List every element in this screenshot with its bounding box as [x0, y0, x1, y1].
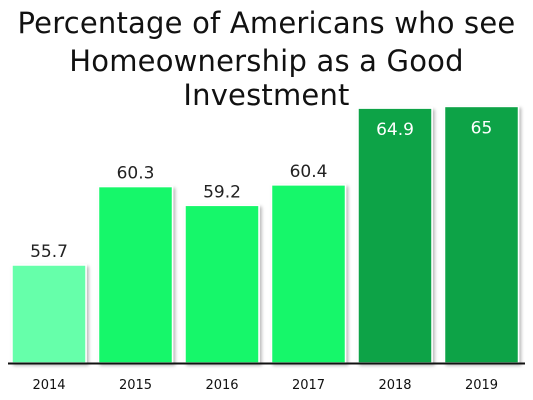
x-tick-label-2015: 2015: [119, 378, 152, 393]
chart-title-line-2: Homeownership as a Good Investment: [69, 44, 464, 112]
bar-2015: [97, 185, 174, 364]
value-label-2016: 59.2: [203, 182, 241, 202]
x-tick-label-2016: 2016: [205, 378, 238, 393]
value-label-2018: 64.9: [376, 120, 414, 140]
bar-2018: [357, 107, 433, 364]
x-tick-label-2018: 2018: [378, 378, 411, 393]
bar-2016: [184, 204, 260, 364]
value-label-2015: 60.3: [117, 164, 155, 184]
x-tick-label-2017: 2017: [292, 378, 325, 393]
bar-2014: [11, 264, 87, 364]
x-tick-label-2014: 2014: [32, 378, 65, 393]
value-label-2014: 55.7: [30, 242, 68, 262]
bar-2019: [443, 105, 520, 364]
chart-title-line-1: Percentage of Americans who see: [17, 6, 516, 40]
value-label-2017: 60.4: [290, 162, 328, 182]
value-label-2019: 65: [471, 118, 493, 138]
bar-2017: [270, 184, 347, 364]
x-tick-label-2019: 2019: [465, 378, 498, 393]
